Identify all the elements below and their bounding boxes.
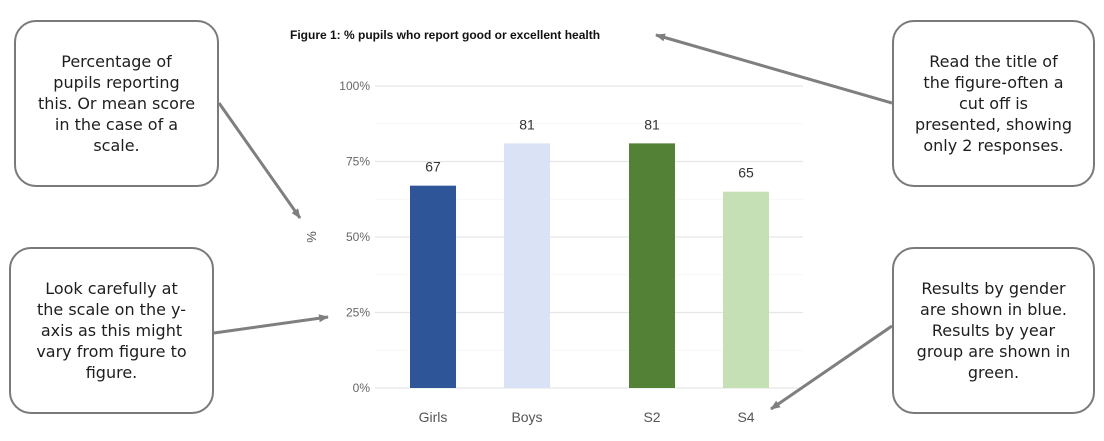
callout-line: Results by year [931, 320, 1056, 340]
data-label: 67 [425, 159, 441, 175]
arrow-to-figure-title [655, 33, 893, 105]
data-label: 81 [644, 116, 660, 132]
callout-line: group are shown in [916, 342, 1071, 362]
callout-line: Percentage of [61, 51, 172, 71]
bars [410, 143, 769, 388]
arrow-to-y-axis-scale [213, 314, 329, 335]
callout-line: pupils reporting [53, 72, 180, 92]
y-axis-ticks: 0% 25% 50% 75% 100% [339, 79, 370, 395]
callout-line: only 2 responses. [923, 136, 1064, 156]
arrow-to-bars [770, 324, 893, 411]
bar-girls [410, 185, 456, 388]
callout-bar-colors: Results by gender are shown in blue. Res… [892, 247, 1095, 414]
callout-line: Read the title of [929, 51, 1058, 71]
y-tick-label: 75% [346, 155, 370, 169]
callout-arrows [213, 33, 893, 411]
chart-title: Figure 1: % pupils who report good or ex… [290, 28, 601, 42]
callout-line: are shown in blue. [920, 299, 1067, 319]
callout-line: scale. [93, 136, 140, 156]
callout-line: figure. [85, 363, 138, 383]
y-tick-label: 25% [346, 306, 370, 320]
y-tick-label: 0% [353, 381, 371, 395]
callout-line: the scale on the y- [37, 299, 186, 319]
x-axis-ticks: Girls Boys S2 S4 [419, 409, 755, 425]
data-labels: 67 81 81 65 [425, 116, 754, 180]
callout-line: cut off is [959, 93, 1028, 113]
callout-line: this. Or mean score [37, 93, 196, 113]
y-tick-label: 100% [339, 79, 370, 93]
callout-line: the figure-often a [923, 72, 1064, 92]
x-tick-label: Boys [511, 409, 542, 425]
callout-line: axis as this might [40, 320, 183, 340]
data-label: 65 [738, 165, 754, 181]
y-axis-label: % [304, 231, 319, 243]
y-tick-label: 50% [346, 230, 370, 244]
bar-s4 [723, 191, 769, 388]
callout-line: in the case of a [54, 115, 179, 135]
data-label: 81 [519, 116, 535, 132]
callout-line: Results by gender [921, 278, 1066, 298]
callout-figure-title: Read the title of the figure-often a cut… [892, 20, 1095, 187]
bar-boys [504, 143, 550, 388]
callout-y-axis-meaning: Percentage of pupils reporting this. Or … [14, 20, 219, 187]
x-tick-label: Girls [419, 409, 448, 425]
callout-line: presented, showing [914, 115, 1073, 135]
bar-s2 [629, 143, 675, 388]
callout-line: green. [967, 363, 1020, 383]
x-tick-label: S2 [643, 409, 660, 425]
callout-line: Look carefully at [45, 278, 178, 298]
arrow-to-y-axis-label [217, 102, 302, 219]
x-tick-label: S4 [737, 409, 754, 425]
callout-y-axis-scale: Look carefully at the scale on the y- ax… [9, 247, 214, 414]
callout-line: vary from figure to [36, 342, 187, 362]
